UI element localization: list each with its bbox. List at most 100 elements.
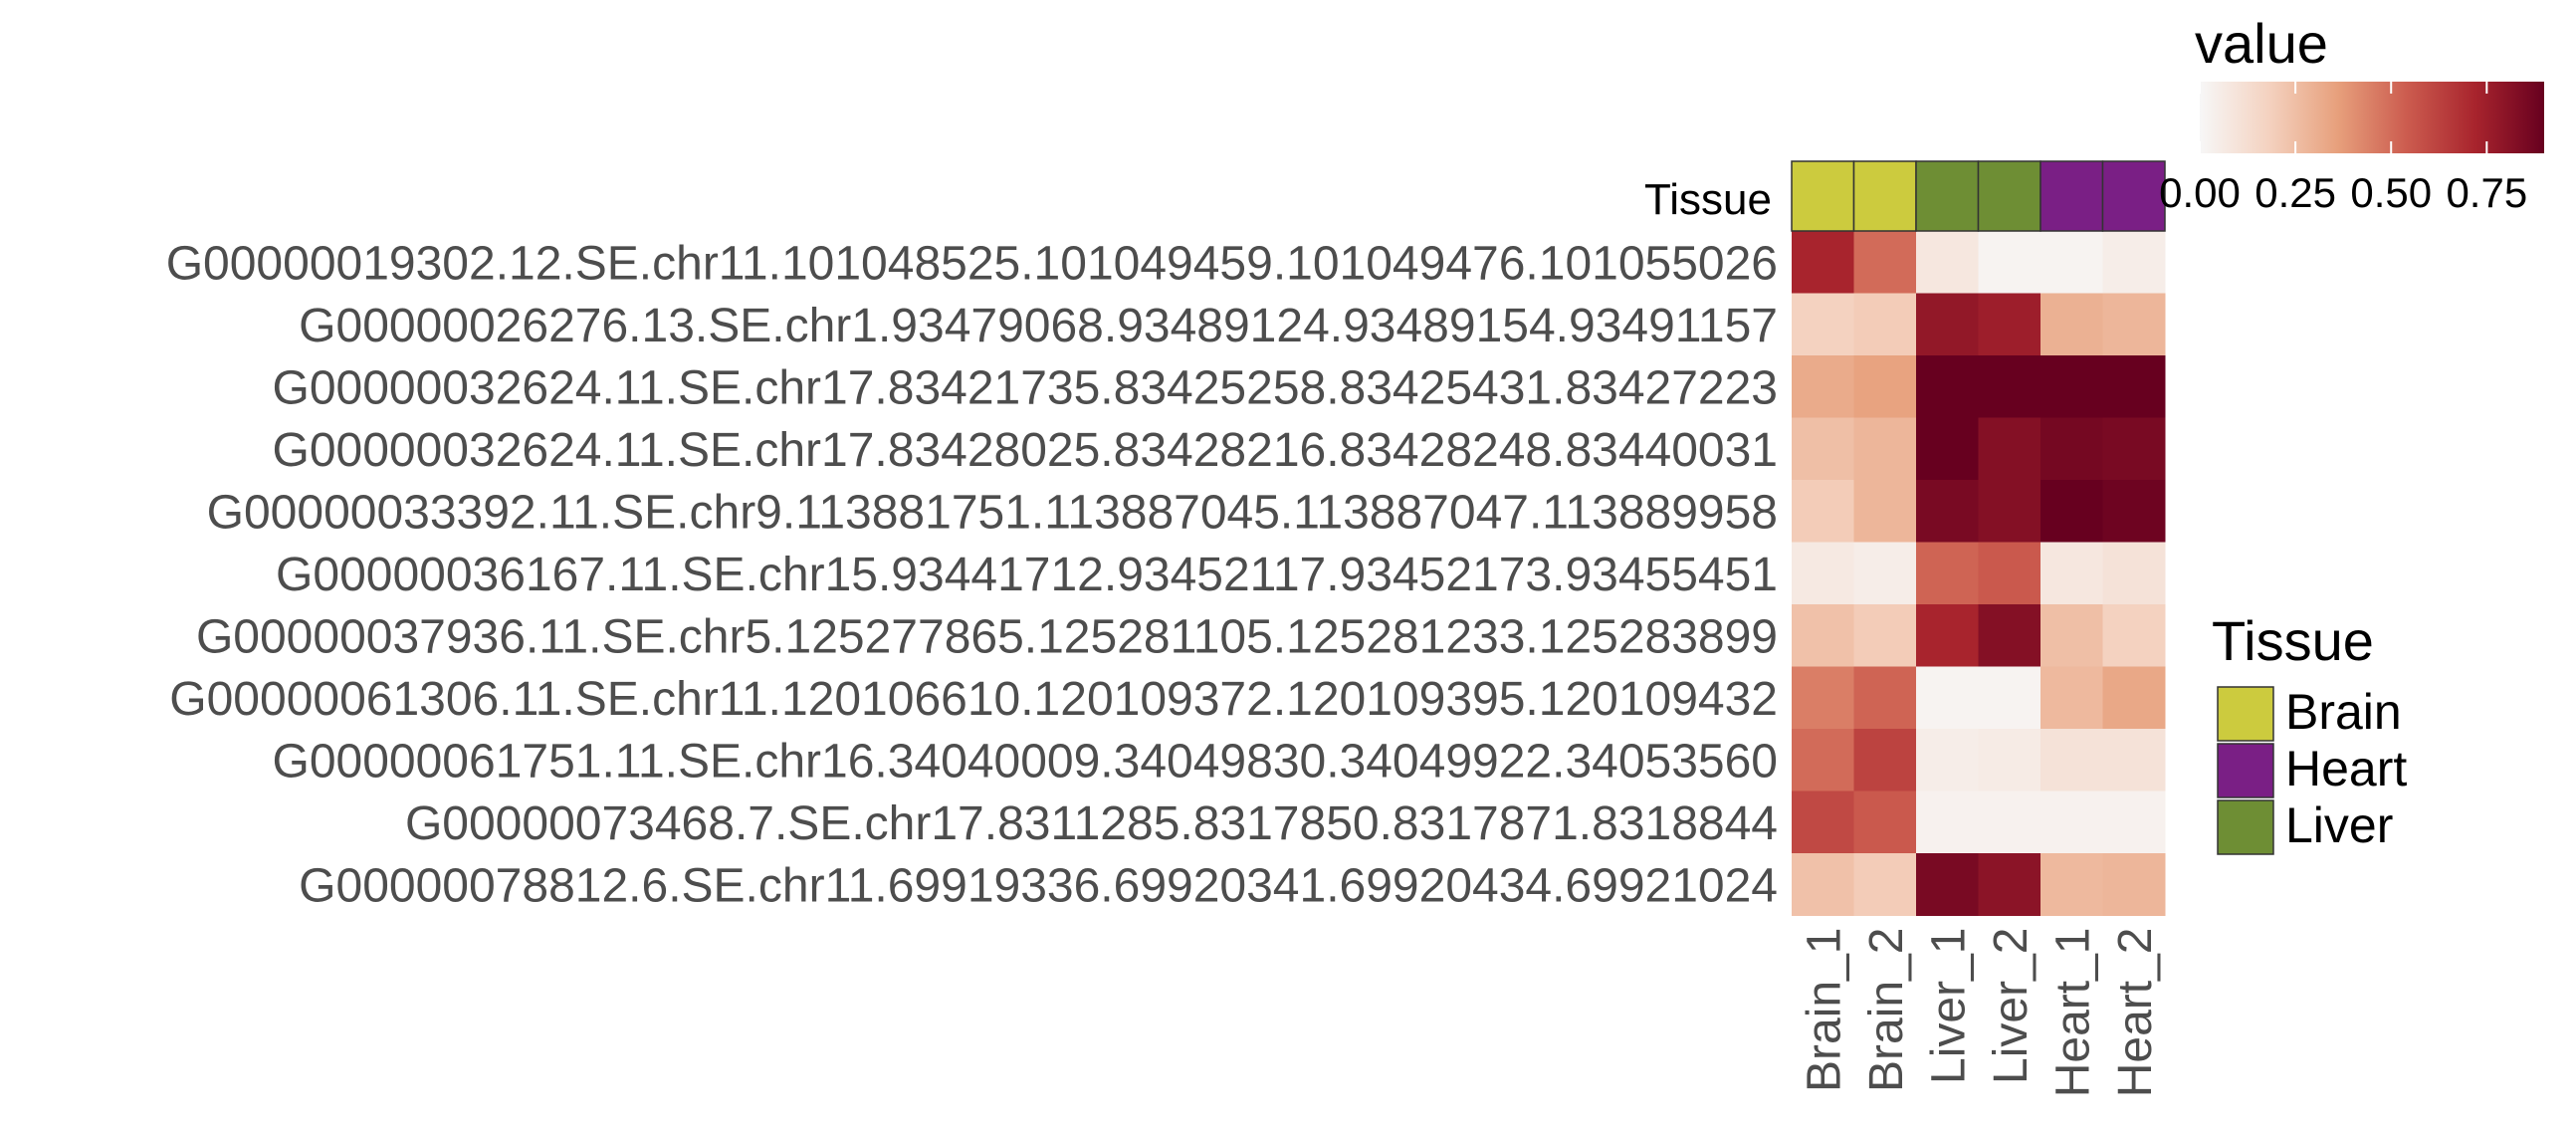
heatmap-cell: [1792, 293, 1854, 356]
heatmap-cell: [1978, 417, 2041, 481]
heatmap-cell: [1978, 729, 2041, 791]
heatmap-cell: [2102, 790, 2166, 854]
heatmap-cell: [1792, 231, 1854, 294]
heatmap-cell: [1792, 790, 1854, 854]
row-label: G00000032624.11.SE.chr17.83428025.834282…: [272, 424, 1778, 477]
column-label: Brain_2: [1860, 928, 1913, 1092]
heatmap-cell: [1853, 293, 1917, 356]
row-label: G00000078812.6.SE.chr11.69919336.6992034…: [299, 859, 1778, 912]
heatmap-cell: [2102, 542, 2166, 605]
heatmap-cell: [2040, 790, 2103, 854]
heatmap-cell: [2040, 729, 2103, 791]
heatmap-cell: [2102, 417, 2166, 481]
annotation-cell: [1915, 160, 1980, 232]
annotation-label: Tissue: [1644, 175, 1772, 224]
tissue-annotation-bar: Tissue: [1644, 160, 2166, 232]
heatmap-cell: [1916, 790, 1979, 854]
tissue-legend-label: Heart: [2285, 741, 2407, 796]
heatmap-cells: [1792, 231, 2166, 916]
heatmap-cell: [2040, 417, 2103, 481]
heatmap-cell: [2040, 355, 2103, 418]
tissue-legend-label: Brain: [2285, 684, 2402, 740]
tissue-legend-label: Liver: [2285, 797, 2393, 853]
heatmap-cell: [2102, 604, 2166, 667]
heatmap-cell: [1792, 355, 1854, 418]
heatmap-cell: [1916, 666, 1979, 730]
column-labels: Brain_1 Brain_2 Liver_1 Liver_2 Heart_1 Heart…: [1798, 928, 2162, 1098]
heatmap-cell: [2102, 293, 2166, 356]
column-label: Brain_1: [1798, 928, 1850, 1092]
heatmap-cell: [2040, 480, 2103, 543]
heatmap-cell: [1978, 666, 2041, 730]
heatmap-cell: [1916, 293, 1979, 356]
value-legend-tick-label: 0.00: [2159, 169, 2241, 216]
tissue-legend-title: Tissue: [2212, 609, 2374, 672]
value-legend: value 0.00 0.25 0.50 0.75: [2159, 12, 2544, 216]
heatmap-cell: [1792, 853, 1854, 916]
heatmap-cell: [1792, 480, 1854, 543]
heatmap-cell: [1978, 853, 2041, 916]
row-label: G00000026276.13.SE.chr1.93479068.9348912…: [299, 300, 1778, 352]
heatmap-cell: [1853, 853, 1917, 916]
heatmap-cell: [1853, 355, 1917, 418]
heatmap-cell: [1916, 231, 1979, 294]
heatmap-cell: [1916, 853, 1979, 916]
heatmap-cell: [2102, 729, 2166, 791]
heatmap-cell: [1853, 231, 1917, 294]
row-label: G00000019302.12.SE.chr11.101048525.10104…: [166, 237, 1778, 290]
tissue-legend-swatch: [2217, 743, 2274, 798]
tissue-legend-swatch: [2217, 686, 2274, 742]
heatmap-cell: [1916, 355, 1979, 418]
heatmap-cell: [1916, 417, 1979, 481]
heatmap-cell: [1853, 790, 1917, 854]
heatmap-cell: [1792, 729, 1854, 791]
heatmap-cell: [1916, 729, 1979, 791]
heatmap-cell: [1853, 604, 1917, 667]
heatmap-cell: [2040, 666, 2103, 730]
heatmap-cell: [2102, 666, 2166, 730]
row-label: G00000073468.7.SE.chr17.8311285.8317850.…: [405, 797, 1778, 850]
tissue-legend-swatch: [2217, 799, 2274, 855]
annotation-cell: [2101, 160, 2166, 232]
heatmap-cell: [1978, 293, 2041, 356]
annotation-cell: [1791, 160, 1855, 232]
row-label: G00000032624.11.SE.chr17.83421735.834252…: [272, 361, 1778, 414]
heatmap-cell: [1978, 355, 2041, 418]
column-label: Heart_1: [2046, 928, 2099, 1098]
heatmap-cell: [1978, 231, 2041, 294]
heatmap-cell: [1916, 542, 1979, 605]
value-legend-tick-label: 0.50: [2350, 169, 2432, 216]
heatmap-cell: [1978, 790, 2041, 854]
annotation-cell: [1852, 160, 1917, 232]
row-label: G00000037936.11.SE.chr5.125277865.125281…: [196, 610, 1778, 663]
heatmap-cell: [2040, 542, 2103, 605]
column-label: Liver_2: [1985, 928, 2038, 1084]
heatmap-cell: [1792, 666, 1854, 730]
heatmap-cell: [1978, 542, 2041, 605]
heatmap-cell: [2040, 853, 2103, 916]
heatmap-cell: [1792, 604, 1854, 667]
heatmap-cell: [1978, 604, 2041, 667]
heatmap-cell: [1853, 417, 1917, 481]
value-legend-gradient: [2200, 82, 2544, 153]
value-legend-tick-label: 0.25: [2254, 169, 2336, 216]
heatmap-cell: [1853, 729, 1917, 791]
value-legend-tick-label: 0.75: [2446, 169, 2527, 216]
heatmap-cell: [2040, 604, 2103, 667]
heatmap-cell: [2040, 293, 2103, 356]
heatmap-cell: [1792, 542, 1854, 605]
row-label: G00000061306.11.SE.chr11.120106610.12010…: [169, 673, 1778, 726]
row-labels: G00000019302.12.SE.chr11.101048525.10104…: [166, 237, 1778, 912]
heatmap-cell: [1792, 417, 1854, 481]
heatmap-cell: [2102, 480, 2166, 543]
heatmap-cell: [1853, 542, 1917, 605]
row-label: G00000033392.11.SE.chr9.113881751.113887…: [207, 486, 1778, 539]
annotation-cell: [1977, 160, 2041, 232]
heatmap-cell: [1853, 480, 1917, 543]
value-legend-title: value: [2195, 12, 2328, 75]
heatmap-cell: [1916, 480, 1979, 543]
heatmap-cell: [1853, 666, 1917, 730]
heatmap-cell: [2040, 231, 2103, 294]
